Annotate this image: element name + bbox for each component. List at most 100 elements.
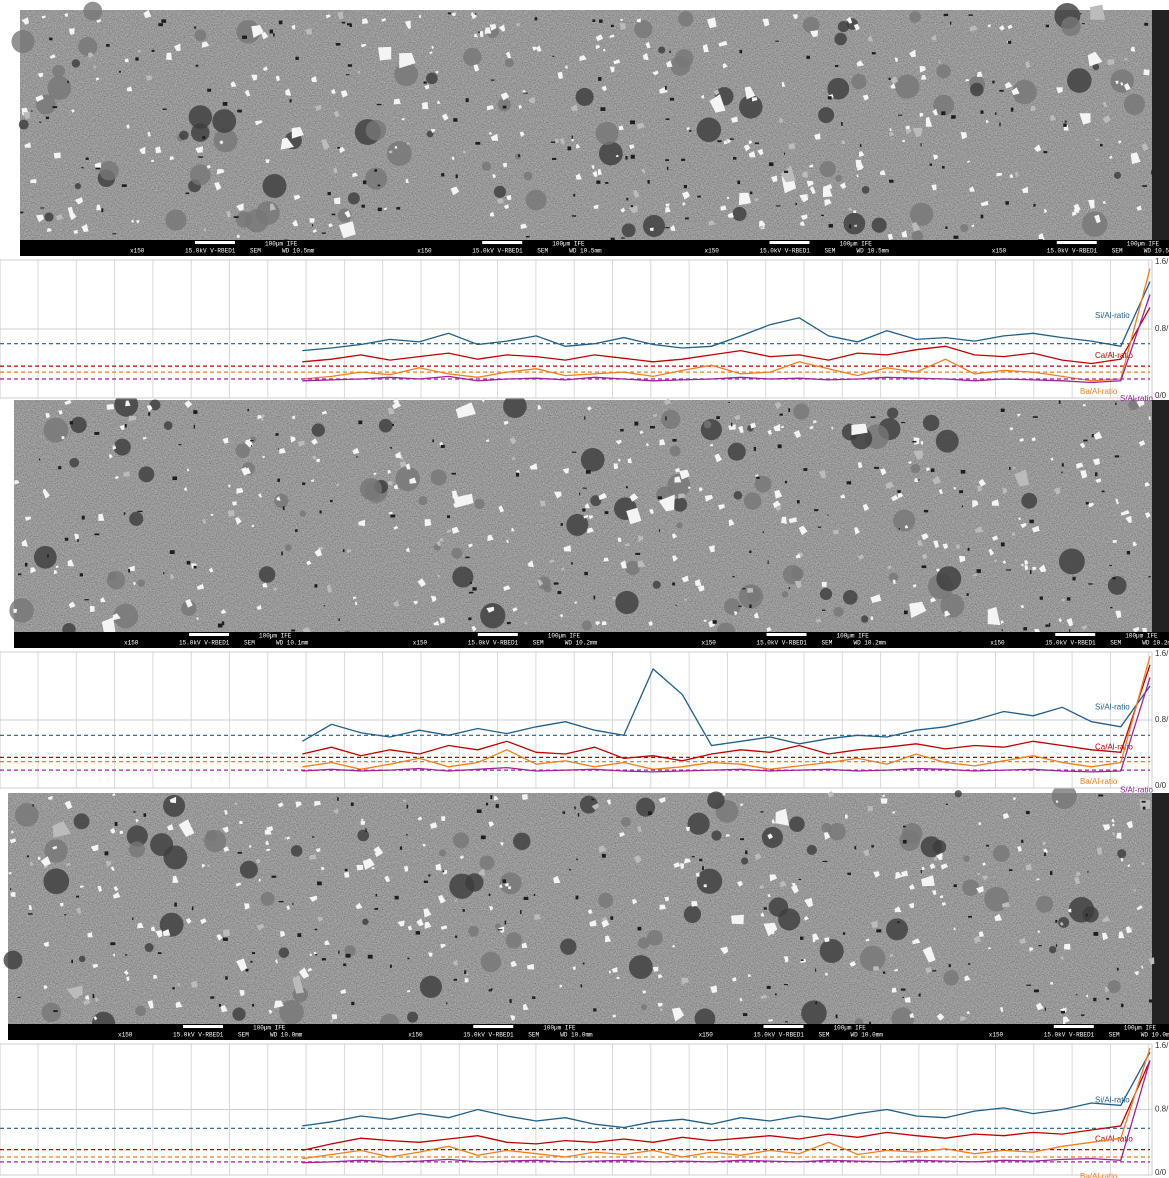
- grain: [1066, 68, 1092, 93]
- bright-particle: [892, 579, 896, 585]
- grain: [1107, 576, 1127, 595]
- bright-particle: [889, 953, 894, 958]
- bright-particle: [618, 125, 624, 131]
- bright-particle: [673, 862, 681, 868]
- sem-edge: [1152, 400, 1169, 648]
- bright-particle: [150, 926, 156, 932]
- bright-particle: [1009, 427, 1014, 431]
- dark-pore: [330, 499, 333, 503]
- dark-pore: [441, 173, 445, 177]
- dark-pore: [689, 130, 692, 132]
- bright-particle: [220, 1005, 228, 1013]
- grain: [18, 119, 29, 130]
- dark-pore: [897, 921, 900, 924]
- dark-pore: [626, 197, 629, 201]
- bright-particle: [93, 1016, 98, 1021]
- bright-particle: [266, 826, 274, 833]
- grain: [78, 36, 98, 57]
- dark-pore: [1000, 542, 1005, 547]
- bright-particle: [523, 1003, 529, 1011]
- bright-particle: [126, 124, 130, 129]
- grain: [646, 929, 663, 946]
- bright-particle: [403, 799, 407, 802]
- bright-particle: [615, 154, 619, 158]
- bright-particle: [511, 527, 515, 532]
- bright-particle: [185, 918, 192, 925]
- bright-particle: [678, 493, 686, 499]
- bright-particle: [708, 620, 716, 628]
- dark-pore: [342, 549, 345, 553]
- bright-particle: [1085, 994, 1089, 998]
- grain: [625, 560, 640, 576]
- bright-particle: [768, 1018, 773, 1022]
- bright-particle: [672, 555, 678, 562]
- bright-particle: [257, 415, 262, 420]
- dark-pore: [950, 21, 952, 25]
- bright-particle: [816, 618, 822, 623]
- bright-particle: [591, 165, 595, 169]
- bright-particle: [726, 139, 731, 144]
- bright-particle: [1111, 818, 1115, 823]
- scale-text: 100µm IFE: [259, 633, 292, 640]
- grain: [1012, 79, 1037, 105]
- bright-particle: [455, 402, 476, 419]
- dark-pore: [193, 424, 195, 429]
- bright-particle: [792, 14, 798, 20]
- dark-pore: [32, 804, 34, 807]
- bright-particle: [1136, 400, 1145, 407]
- bright-particle: [978, 478, 986, 487]
- bright-particle: [553, 875, 561, 884]
- dark-pore: [157, 952, 162, 955]
- bright-particle: [1037, 930, 1041, 934]
- grain: [525, 189, 547, 211]
- dark-pore: [785, 1021, 788, 1023]
- dark-pore: [849, 224, 852, 229]
- bright-particle: [169, 156, 175, 161]
- bright-particle: [802, 171, 808, 178]
- bright-particle: [227, 510, 235, 517]
- bright-particle: [616, 976, 620, 980]
- series-label: Si/Al-ratio: [1095, 1095, 1130, 1104]
- bright-particle: [30, 861, 34, 866]
- bright-particle: [309, 895, 318, 902]
- dark-pore: [488, 989, 492, 992]
- dark-pore: [749, 191, 753, 195]
- bright-particle: [274, 1000, 284, 1009]
- bright-particle: [266, 848, 271, 852]
- grain: [129, 511, 144, 526]
- bright-particle: [464, 978, 469, 983]
- bright-particle: [85, 994, 90, 1000]
- bright-particle: [251, 74, 258, 81]
- dark-pore: [161, 19, 167, 23]
- bright-particle: [68, 28, 75, 35]
- bright-particle: [620, 18, 623, 22]
- dark-pore: [1114, 455, 1120, 458]
- bright-particle: [561, 567, 565, 571]
- bright-particle: [97, 885, 103, 892]
- dark-pore: [79, 573, 83, 577]
- bright-particle: [153, 974, 158, 979]
- dark-pore: [585, 470, 591, 474]
- dark-pore: [753, 446, 757, 451]
- dark-pore: [634, 421, 639, 426]
- bright-particle: [788, 143, 796, 150]
- bright-particle: [791, 885, 799, 894]
- bright-particle: [536, 45, 542, 52]
- scale-text: 100µm IFE: [840, 241, 873, 248]
- grain: [163, 421, 173, 430]
- bright-particle: [780, 425, 784, 428]
- grain: [672, 497, 688, 512]
- y-tick-label: 0/0: [1155, 1168, 1167, 1177]
- bright-particle: [999, 1006, 1004, 1013]
- grain: [453, 832, 470, 849]
- dark-pore: [754, 142, 760, 145]
- bright-particle: [361, 43, 367, 48]
- bright-particle: [933, 540, 939, 549]
- bright-particle: [96, 204, 102, 211]
- bright-particle: [685, 826, 690, 832]
- bright-particle: [207, 864, 210, 867]
- bright-particle: [594, 621, 600, 626]
- bright-particle: [292, 975, 304, 994]
- bright-particle: [388, 150, 393, 154]
- dark-pore: [766, 985, 771, 989]
